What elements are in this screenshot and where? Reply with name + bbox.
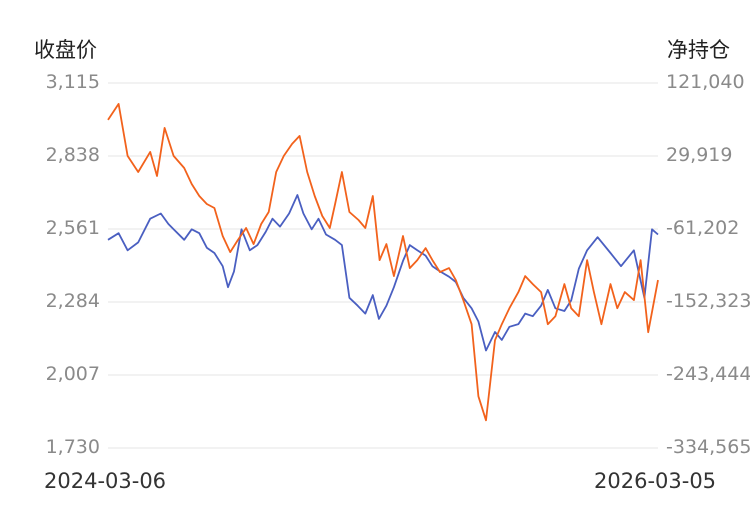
- right-tick-label: -334,565: [666, 436, 750, 458]
- left-axis-title: 收盘价: [34, 38, 97, 62]
- left-tick-label: 2,284: [45, 290, 100, 312]
- series-line-right-axis: [107, 103, 659, 422]
- left-tick-label: 2,561: [45, 217, 100, 239]
- right-tick-label: 29,919: [666, 144, 733, 166]
- left-tick-label: 2,838: [45, 144, 100, 166]
- series-line-left-axis: [107, 194, 659, 352]
- right-tick-label: -61,202: [666, 217, 740, 239]
- gridlines: [108, 82, 658, 449]
- left-tick-label: 2,007: [45, 363, 100, 385]
- right-tick-label: 121,040: [666, 71, 745, 93]
- right-tick-label: -243,444: [666, 363, 750, 385]
- right-tick-label: -152,323: [666, 290, 750, 312]
- right-axis-title: 净持仓: [667, 38, 730, 62]
- left-tick-label: 3,115: [45, 71, 100, 93]
- series-layer: [107, 103, 659, 422]
- left-tick-label: 1,730: [45, 436, 100, 458]
- x-start-label: 2024-03-06: [44, 469, 167, 493]
- x-end-label: 2026-03-05: [594, 469, 717, 493]
